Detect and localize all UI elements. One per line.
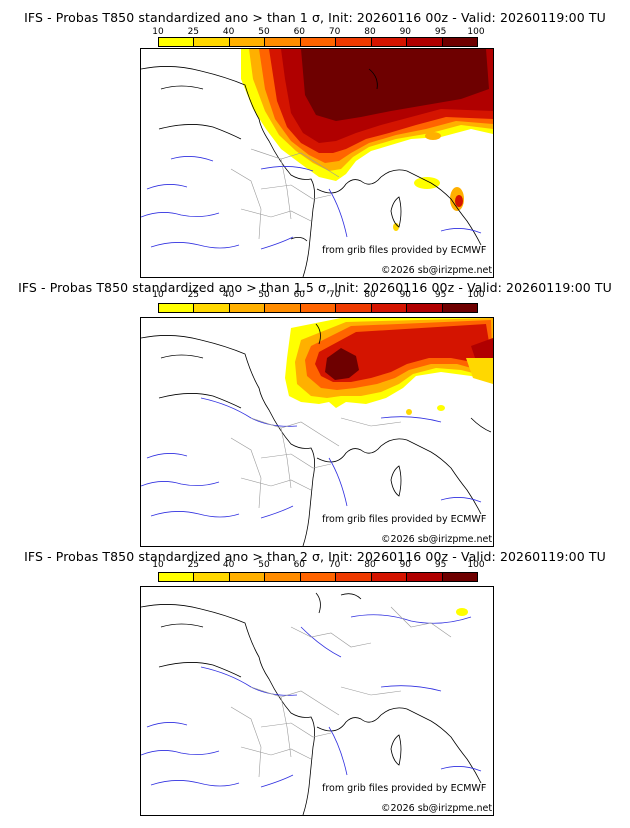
colorbar-tick: 80 [364, 27, 376, 37]
colorbar-tick: 25 [187, 560, 200, 570]
colorbar-swatch [194, 304, 230, 312]
colorbar-swatch [371, 304, 408, 312]
colorbar-swatch [371, 573, 408, 581]
colorbar [158, 303, 478, 313]
colorbar-swatch [300, 38, 337, 46]
colorbar [158, 572, 478, 582]
rivers [141, 156, 482, 250]
colorbar-swatch [159, 304, 195, 312]
colorbar-tick: 10 [152, 560, 164, 570]
colorbar-swatch [407, 38, 443, 46]
colorbar-swatch [442, 38, 477, 46]
colorbar-swatch [407, 304, 443, 312]
probability-shading [241, 49, 493, 231]
colorbar-tick: 50 [258, 27, 270, 37]
colorbar-tick: 90 [399, 27, 412, 37]
colorbar-tick: 70 [328, 290, 341, 300]
colorbar-tick: 10 [152, 27, 164, 37]
colorbar-tick: 40 [222, 290, 235, 300]
colorbar-swatch [336, 573, 372, 581]
colorbar-labels: 10 25 40 50 60 70 80 90 95 100 [140, 27, 492, 37]
colorbar-swatch [300, 304, 337, 312]
source-credit: from grib files provided by ECMWF [322, 245, 487, 256]
colorbar-tick: 50 [258, 560, 270, 570]
colorbar-tick: 40 [222, 560, 235, 570]
colorbar-tick: 70 [328, 560, 341, 570]
colorbar-swatch [159, 38, 195, 46]
colorbar-swatch [336, 304, 372, 312]
colorbar-labels: 10 25 40 50 60 70 80 90 95 100 [140, 560, 492, 570]
colorbar-tick: 80 [364, 560, 376, 570]
colorbar-tick: 95 [434, 560, 447, 570]
colorbar-swatch [159, 573, 195, 581]
rivers [141, 614, 482, 788]
copyright-credit: ©2026 sb@irizpme.net [381, 534, 493, 545]
colorbar-swatch [442, 304, 477, 312]
admin-borders [230, 148, 340, 240]
colorbar-swatch [407, 573, 443, 581]
map-graphic [141, 592, 482, 815]
colorbar-swatch [194, 573, 230, 581]
colorbar-swatch [371, 38, 408, 46]
probability-map: from grib files provided by ECMWF ©2026 … [140, 586, 494, 816]
panel-title: IFS - Probas T850 standardized ano > tha… [18, 280, 612, 295]
colorbar-swatch [229, 573, 266, 581]
copyright-credit: ©2026 sb@irizpme.net [381, 803, 493, 814]
probability-map: from grib files provided by ECMWF ©2026 … [140, 317, 494, 547]
colorbar-tick: 40 [222, 27, 235, 37]
panel-title: IFS - Probas T850 standardized ano > tha… [24, 10, 606, 25]
colorbar-tick: 50 [258, 290, 270, 300]
probability-map: from grib files provided by ECMWF ©2026 … [140, 48, 494, 278]
colorbar-labels: 10 25 40 50 60 70 80 90 95 100 [140, 290, 492, 300]
colorbar-swatch [265, 304, 301, 312]
colorbar-tick: 60 [293, 27, 306, 37]
colorbar-tick: 10 [152, 290, 164, 300]
colorbar-tick: 80 [364, 290, 376, 300]
coastlines [141, 66, 482, 277]
colorbar-tick: 100 [467, 560, 485, 570]
colorbar-swatch [229, 304, 266, 312]
admin-borders [230, 417, 402, 509]
colorbar-swatch [194, 38, 230, 46]
colorbar-tick: 25 [187, 290, 200, 300]
colorbar-tick: 95 [434, 27, 447, 37]
colorbar-tick: 70 [328, 27, 341, 37]
colorbar [158, 37, 478, 47]
panel-title: IFS - Probas T850 standardized ano > tha… [24, 549, 606, 564]
map-graphic [141, 49, 493, 277]
admin-borders [230, 606, 452, 778]
colorbar-tick: 90 [399, 290, 412, 300]
colorbar-swatch [229, 38, 266, 46]
coastlines [141, 592, 482, 815]
source-credit: from grib files provided by ECMWF [322, 783, 487, 794]
colorbar-tick: 90 [399, 560, 412, 570]
colorbar-tick: 95 [434, 290, 447, 300]
map-graphic [141, 318, 493, 546]
colorbar-tick: 25 [187, 27, 200, 37]
source-credit: from grib files provided by ECMWF [322, 514, 487, 525]
colorbar-swatch [300, 573, 337, 581]
colorbar-swatch [265, 38, 301, 46]
probability-shading [456, 608, 468, 616]
colorbar-tick: 100 [467, 290, 485, 300]
colorbar-swatch [442, 573, 477, 581]
colorbar-tick: 60 [293, 560, 306, 570]
coastlines [141, 323, 492, 546]
copyright-credit: ©2026 sb@irizpme.net [381, 265, 493, 276]
colorbar-swatch [265, 573, 301, 581]
colorbar-tick: 60 [293, 290, 306, 300]
colorbar-swatch [336, 38, 372, 46]
probability-shading [285, 318, 493, 415]
colorbar-tick: 100 [467, 27, 485, 37]
